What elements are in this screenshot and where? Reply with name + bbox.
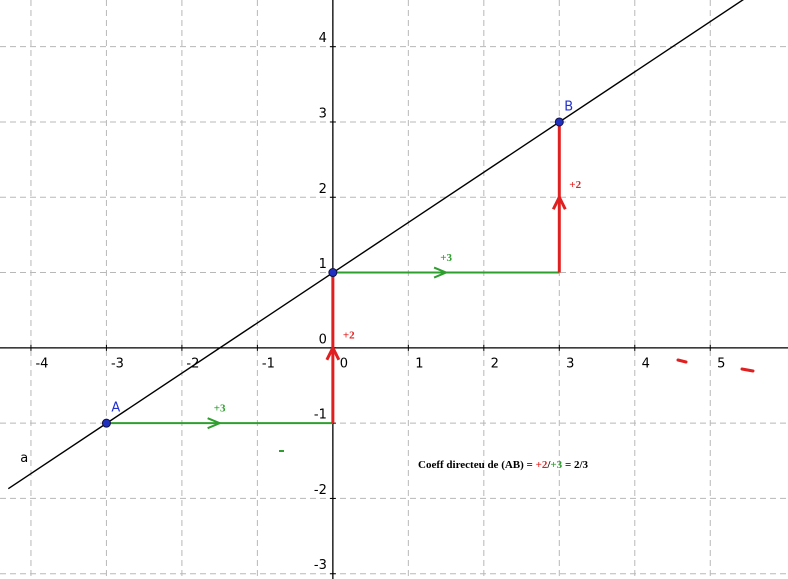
- scribble: [676, 358, 688, 364]
- y-tick-label: -2: [314, 483, 327, 498]
- point: [328, 268, 338, 278]
- x-tick-label: 5: [717, 356, 725, 371]
- y-tick-label: 3: [319, 106, 327, 121]
- point-label: A: [111, 401, 120, 416]
- x-tick-label: -3: [111, 356, 124, 371]
- x-tick-label: 4: [642, 356, 650, 371]
- annotation-part: /: [546, 459, 551, 471]
- x-tick-label: 3: [566, 356, 574, 371]
- annotation: Coeff directeu de (AB) = +2/+3 = 2/3: [418, 459, 589, 471]
- arrow-head: [207, 417, 223, 430]
- point: [101, 418, 111, 428]
- arrow-label: +2: [569, 179, 581, 191]
- y-tick-label: 2: [319, 182, 327, 197]
- y-tick-label: -1: [314, 408, 327, 423]
- arrow-head: [433, 266, 449, 279]
- arrow-label: +3: [214, 403, 226, 415]
- arrow-head: [325, 344, 341, 361]
- x-tick-label: 0: [340, 356, 348, 371]
- arrow-head: [551, 193, 567, 210]
- x-tick-label: -1: [262, 356, 275, 371]
- x-tick-label: 2: [491, 356, 499, 371]
- arrow-label: +2: [343, 329, 355, 341]
- point-label: B: [564, 99, 573, 114]
- x-tick-label: -4: [35, 356, 48, 371]
- annotation-part: Coeff directeu de (AB) =: [418, 459, 536, 471]
- arrow-label: +3: [440, 252, 452, 264]
- line: [7, 0, 744, 490]
- y-tick-label: 1: [319, 257, 327, 272]
- annotation-part: +3: [550, 459, 562, 471]
- line-label: a: [20, 451, 28, 466]
- y-tick-label: -3: [314, 558, 327, 573]
- scribble: [740, 367, 755, 373]
- annotation-part: = 2/3: [562, 459, 588, 471]
- point: [554, 117, 564, 127]
- x-tick-label: 1: [415, 356, 423, 371]
- annotation-part: +2: [536, 459, 548, 471]
- y-tick-label: 4: [319, 31, 327, 46]
- y-tick-label: 0: [319, 332, 327, 347]
